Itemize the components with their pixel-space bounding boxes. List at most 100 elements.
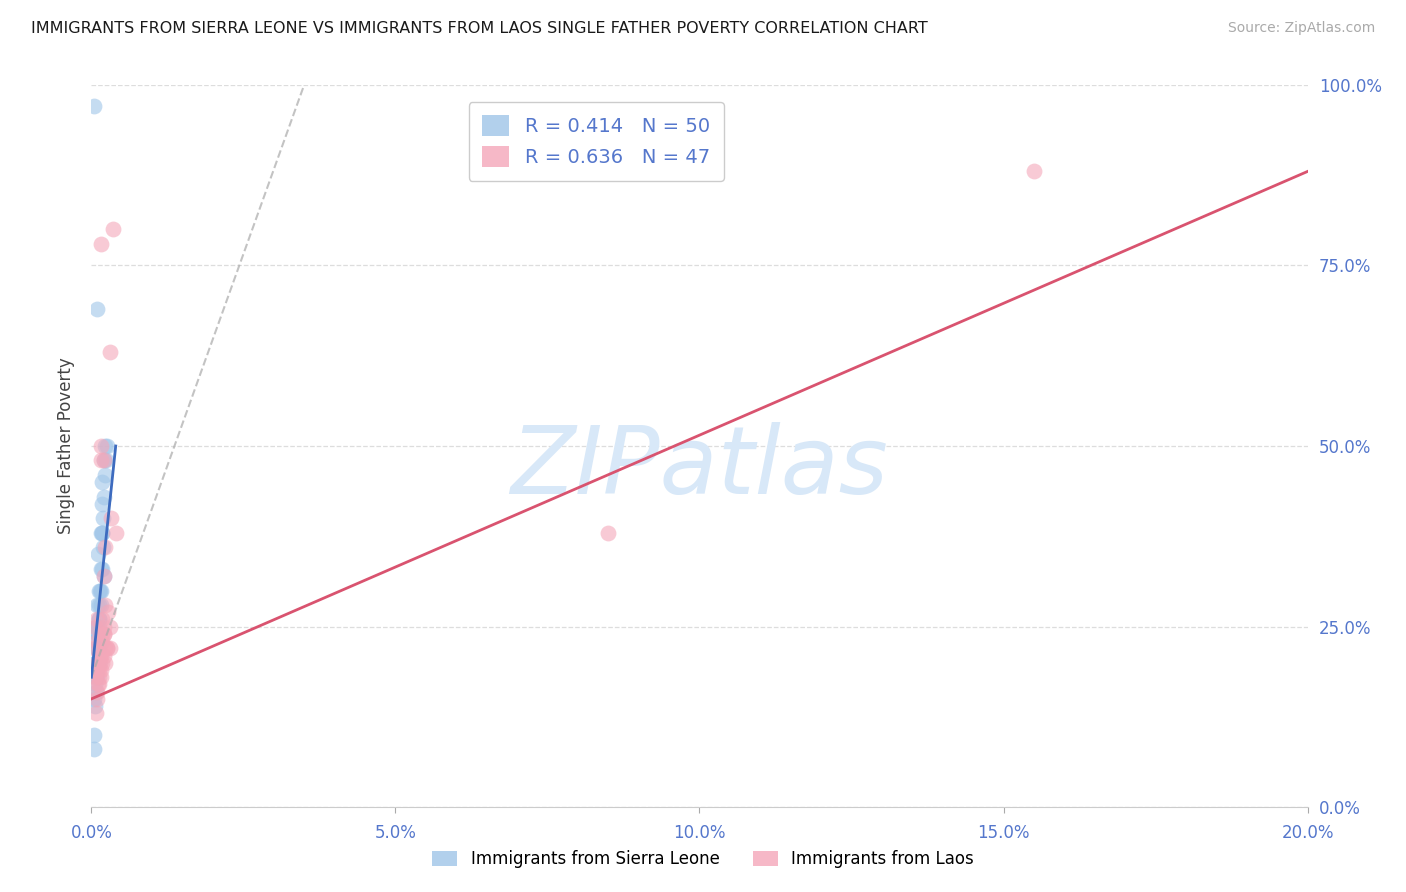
- Point: [86, 634, 108, 648]
- Point: [94, 540, 117, 554]
- Point: [86, 656, 108, 670]
- Point: [90, 648, 112, 663]
- Point: [94, 598, 117, 612]
- Point: [96, 439, 118, 453]
- Point: [84, 634, 107, 648]
- Point: [89, 670, 111, 684]
- Point: [89, 453, 111, 467]
- Y-axis label: Single Father Poverty: Single Father Poverty: [58, 358, 76, 534]
- Point: [84, 656, 107, 670]
- Point: [101, 222, 124, 236]
- Point: [93, 490, 115, 504]
- Point: [96, 641, 118, 656]
- Point: [89, 641, 111, 656]
- Point: [598, 525, 620, 540]
- Point: [89, 598, 111, 612]
- Point: [86, 598, 108, 612]
- Point: [84, 670, 107, 684]
- Point: [94, 439, 117, 453]
- Point: [94, 641, 117, 656]
- Point: [1022, 164, 1045, 178]
- Point: [86, 627, 108, 641]
- Point: [87, 677, 110, 691]
- Point: [87, 619, 110, 633]
- Point: [84, 656, 107, 670]
- Text: Source: ZipAtlas.com: Source: ZipAtlas.com: [1227, 21, 1375, 35]
- Point: [86, 619, 108, 633]
- Point: [100, 511, 122, 525]
- Point: [87, 670, 110, 684]
- Point: [93, 569, 115, 583]
- Text: ZIPatlas: ZIPatlas: [510, 422, 889, 513]
- Point: [84, 663, 107, 677]
- Point: [94, 656, 117, 670]
- Point: [86, 663, 108, 677]
- Point: [93, 453, 115, 467]
- Point: [90, 656, 112, 670]
- Point: [89, 236, 111, 251]
- Point: [91, 627, 114, 641]
- Point: [84, 670, 107, 684]
- Point: [94, 453, 117, 467]
- Point: [87, 627, 110, 641]
- Point: [98, 641, 121, 656]
- Point: [91, 525, 114, 540]
- Point: [89, 583, 111, 598]
- Point: [104, 525, 127, 540]
- Point: [87, 548, 110, 562]
- Point: [89, 656, 111, 670]
- Point: [89, 663, 111, 677]
- Point: [84, 684, 107, 698]
- Point: [89, 663, 111, 677]
- Point: [91, 540, 114, 554]
- Point: [89, 648, 111, 663]
- Point: [87, 677, 110, 691]
- Point: [91, 511, 114, 525]
- Point: [87, 656, 110, 670]
- Legend: R = 0.414   N = 50, R = 0.636   N = 47: R = 0.414 N = 50, R = 0.636 N = 47: [468, 102, 724, 181]
- Point: [86, 656, 108, 670]
- Point: [84, 656, 107, 670]
- Point: [84, 677, 107, 691]
- Point: [84, 706, 107, 721]
- Point: [84, 619, 107, 633]
- Point: [90, 525, 112, 540]
- Point: [83, 641, 105, 656]
- Point: [83, 742, 105, 756]
- Point: [93, 648, 115, 663]
- Point: [90, 475, 112, 489]
- Point: [96, 641, 118, 656]
- Point: [86, 692, 108, 706]
- Point: [93, 627, 115, 641]
- Point: [97, 605, 120, 619]
- Point: [86, 641, 108, 656]
- Point: [83, 692, 105, 706]
- Legend: Immigrants from Sierra Leone, Immigrants from Laos: Immigrants from Sierra Leone, Immigrants…: [423, 842, 983, 877]
- Point: [83, 99, 105, 113]
- Point: [86, 612, 108, 626]
- Point: [89, 598, 111, 612]
- Point: [93, 453, 115, 467]
- Point: [94, 467, 117, 482]
- Point: [87, 612, 110, 626]
- Point: [83, 728, 105, 742]
- Text: IMMIGRANTS FROM SIERRA LEONE VS IMMIGRANTS FROM LAOS SINGLE FATHER POVERTY CORRE: IMMIGRANTS FROM SIERRA LEONE VS IMMIGRAN…: [31, 21, 928, 36]
- Point: [93, 569, 115, 583]
- Point: [84, 619, 107, 633]
- Point: [98, 619, 121, 633]
- Point: [87, 612, 110, 626]
- Point: [91, 612, 114, 626]
- Point: [93, 627, 115, 641]
- Point: [93, 619, 115, 633]
- Point: [90, 439, 112, 453]
- Point: [86, 684, 108, 698]
- Point: [89, 583, 111, 598]
- Point: [90, 525, 112, 540]
- Point: [90, 634, 112, 648]
- Point: [86, 301, 108, 316]
- Point: [91, 562, 114, 576]
- Point: [90, 562, 112, 576]
- Point: [98, 345, 121, 359]
- Point: [84, 641, 107, 656]
- Point: [91, 497, 114, 511]
